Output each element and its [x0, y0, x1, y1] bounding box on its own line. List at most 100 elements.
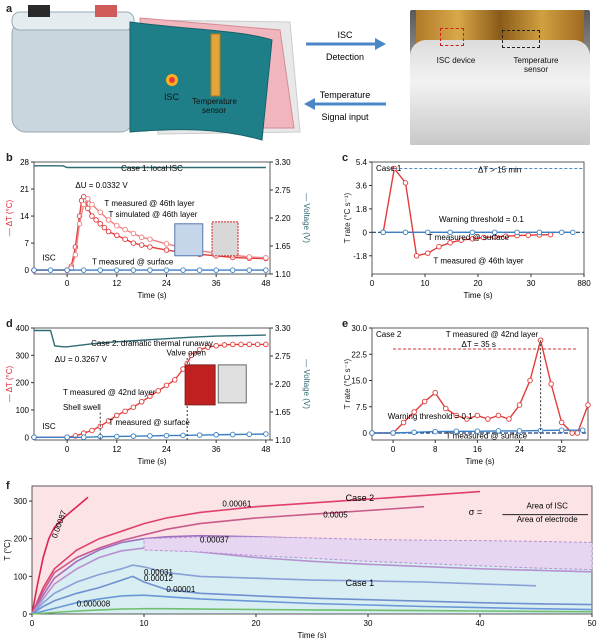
data-point-1-9: [570, 229, 576, 236]
data-point-1-15: [163, 241, 170, 247]
y-tick-label: 300: [14, 497, 28, 506]
y-tick-label: 100: [14, 572, 28, 581]
data-point-0-16: [548, 381, 554, 387]
series-line-0: [382, 166, 551, 257]
series-label-3: 0.00037: [200, 535, 229, 544]
data-point-0-8: [122, 408, 128, 415]
data-point-0-19: [574, 430, 581, 436]
positive-terminal: [95, 5, 117, 17]
data-point-2-5: [114, 267, 120, 273]
data-point-2-2: [64, 267, 70, 273]
x-tick-label: 0: [370, 279, 375, 288]
x-tick-label: 48: [261, 445, 270, 454]
y-tick-label: 100: [16, 406, 30, 415]
data-point-1-8: [97, 209, 103, 215]
x-axis-label: Time (s): [137, 291, 166, 300]
y-tick-label: 22.5: [351, 350, 367, 359]
y-tick-label: 7.5: [356, 403, 368, 412]
data-point-1-9: [105, 217, 112, 223]
annotation-surface: T measured @ surface: [92, 257, 174, 266]
y-tick-label: 28: [20, 158, 29, 167]
data-point-0-10: [93, 217, 99, 223]
formula-lhs: σ =: [469, 507, 482, 517]
x-axis-label: Time (s): [297, 631, 326, 638]
series-line-0: [31, 496, 89, 615]
y-right-tick-label: 1.65: [275, 408, 291, 417]
data-point-1-1: [390, 430, 396, 436]
series-label-2: 0.0005: [323, 511, 348, 520]
inset-cross-section: [174, 223, 204, 257]
series-line-5: [31, 564, 537, 615]
data-point-0-5: [436, 243, 442, 250]
y-right-tick-label: 3.30: [275, 324, 291, 333]
formula-denominator: Area of electrode: [517, 515, 578, 524]
annotation-valve: Valve open: [166, 348, 205, 357]
x-tick-label: 10: [140, 619, 149, 628]
x-tick-label: 50: [588, 619, 597, 628]
panel-label-e: e: [342, 318, 349, 330]
data-point-0-12: [155, 388, 161, 394]
y-right-tick-label: 3.30: [275, 158, 291, 167]
data-point-1-4: [469, 229, 476, 236]
data-point-1-4: [114, 433, 120, 440]
photo-isc-device-label: ISC device: [436, 56, 476, 65]
region-label-case1: Case 1: [346, 578, 375, 588]
data-point-1-1: [402, 229, 409, 236]
isc-label: ISC: [164, 92, 180, 102]
data-point-0-15: [547, 231, 554, 238]
data-point-0-17: [188, 352, 195, 359]
x-tick-label: 0: [65, 445, 70, 454]
case-label: Case 2: dramatic thermal runaway: [91, 339, 213, 348]
data-point-1-2: [425, 229, 431, 236]
y-tick-label: 14: [20, 212, 29, 221]
y-right-axis-label: — Voltage (V): [302, 359, 310, 409]
arrow-bottom-label-1: Temperature: [320, 90, 371, 100]
data-point-0-4: [425, 250, 431, 256]
y-right-tick-label: 2.75: [275, 186, 291, 195]
data-point-1-8: [558, 229, 565, 236]
y-tick-label: 200: [16, 379, 30, 388]
temperature-sensor-label-1: Temperature: [192, 97, 237, 106]
data-point-0-8: [469, 236, 476, 242]
battery-cell: [11, 19, 135, 133]
sensor-box: [502, 30, 540, 48]
temperature-sensor-strip: [210, 33, 221, 97]
data-point-0-9: [480, 234, 487, 241]
inset-cross-section: [184, 364, 216, 406]
data-point-0-19: [205, 344, 211, 350]
data-point-1-10: [579, 427, 586, 433]
x-tick-label: 10: [421, 279, 430, 288]
x-tick-label: 12: [112, 279, 121, 288]
data-point-0-23: [238, 341, 244, 348]
x-tick-label: 20: [252, 619, 261, 628]
data-point-0-2: [400, 419, 407, 426]
annotation-measured: T measured @ 46th layer: [104, 199, 195, 208]
data-point-1-10: [114, 222, 120, 229]
panel-label-b: b: [6, 152, 13, 164]
series-line-2: [34, 329, 266, 348]
y-tick-label: 400: [16, 324, 30, 333]
data-point-1-5: [80, 201, 87, 208]
y-tick-label: 1.8: [356, 205, 368, 214]
data-point-2-6: [130, 267, 137, 273]
annotation-delta-t: ΔT = 35 s: [462, 340, 496, 349]
y-tick-label: -1.8: [353, 252, 367, 261]
data-point-0-11: [97, 221, 103, 227]
x-tick-label: 40: [476, 619, 485, 628]
data-point-2-9: [180, 267, 186, 273]
data-point-0-2: [402, 180, 409, 186]
data-point-0-22: [229, 341, 236, 348]
data-point-1-21: [263, 255, 269, 261]
x-tick-label: 880: [577, 279, 591, 288]
data-point-1-3: [72, 251, 79, 258]
data-point-0-7: [453, 412, 460, 419]
temperature-sensor-label-2: sensor: [202, 106, 226, 115]
data-point-0-12: [101, 224, 108, 231]
data-point-1-1: [64, 434, 70, 441]
data-point-0-13: [105, 228, 112, 235]
data-point-0-21: [221, 342, 228, 348]
y-right-tick-label: 2.20: [275, 214, 291, 223]
panel-a-schematic: ISC Temperature sensor ISC Detection Tem…: [11, 5, 386, 141]
annotation-delta-u: ΔU = 0.0332 V: [75, 181, 128, 190]
series-line-3: [34, 165, 266, 169]
